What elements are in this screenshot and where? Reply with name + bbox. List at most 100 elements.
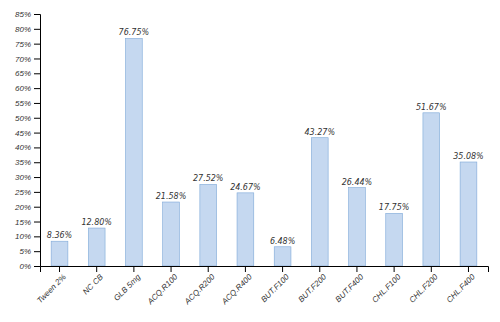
data-label: 76.75% [119,28,150,37]
y-tick-label: 60% [15,84,31,93]
y-tick-line [34,266,40,267]
y-tick-line [34,207,40,208]
chart: 8.36% 12.80% 76.75% 21.58% 27.52% 24.67% 6.48%… [0,0,500,322]
y-tick-line [34,58,40,59]
data-label: 6.48% [270,237,295,246]
y-tick-label: 70% [15,55,31,64]
y-tick: 40% [15,143,40,152]
y-tick: 65% [15,69,40,78]
x-axis: Tween 2% NC CB GLB 5mgACQ.R100ACQ.R200ACQ.… [35,266,488,307]
x-tick-line [208,266,209,272]
y-axis: 0%5%10%15%20%25%30%35%40%45%50%55%60%65%… [14,10,41,271]
y-tick: 60% [15,84,40,93]
x-tick-line [282,266,283,272]
y-tick-label: 80% [15,25,31,34]
y-tick-label: 20% [14,203,31,212]
y-tick-line [34,29,40,30]
y-tick-label: 25% [14,188,31,197]
y-tick: 50% [15,114,40,123]
x-axis-line [41,267,489,273]
x-tick-label: NC CB [81,272,105,296]
y-tick: 30% [15,173,40,182]
data-label: 17.75% [379,203,410,212]
y-tick-line [34,133,40,134]
y-tick-label: 30% [15,173,31,182]
y-tick-label: 35% [15,158,31,167]
data-label: 35.08% [453,152,484,161]
data-label: 8.36% [47,231,72,240]
x-tick-label: ACQ.R200 [182,272,217,307]
y-tick: 55% [15,99,40,108]
bar [349,188,366,266]
x-tick-label: BUT.F400 [334,272,366,304]
bar [126,38,143,266]
y-tick-line [34,162,40,163]
bar [460,162,477,266]
y-tick-line [34,192,40,193]
bar [237,193,254,266]
data-label: 12.80% [81,218,112,227]
y-tick: 35% [15,158,40,167]
y-tick: 20% [14,203,40,212]
y-tick-label: 85% [15,10,31,19]
data-label: 21.58% [156,192,187,201]
x-tick: ACQ.R200 [182,266,217,307]
x-tick: Tween 2% [35,266,68,305]
x-tick-line [431,266,432,272]
y-tick-label: 75% [15,40,31,49]
data-label: 51.67% [416,103,447,112]
data-label: 26.44% [342,178,373,187]
y-tick-line [34,73,40,74]
y-tick-line [34,147,40,148]
y-tick-label: 40% [15,143,31,152]
data-label: 24.67% [230,183,261,192]
x-tick: ACQ.R400 [219,266,254,307]
y-tick: 15% [15,218,40,227]
y-tick-line [34,222,40,223]
data-labels: 8.36% 12.80% 76.75% 21.58% 27.52% 24.67% 6.48%… [47,28,484,245]
bar [311,138,328,266]
y-tick-label: 15% [15,218,31,227]
y-tick-line [34,236,40,237]
data-label: 43.27% [305,128,336,137]
y-tick-label: 5% [19,247,31,256]
x-tick-line [96,266,97,272]
x-tick-label: CHL.F400 [445,272,478,305]
x-tick-line [394,266,395,272]
bar [163,202,180,266]
x-tick: CHL.F200 [407,266,440,305]
y-tick: 70% [15,55,40,64]
x-tick: ACQ.R100 [145,266,180,307]
bar [386,213,403,266]
y-tick-line [34,14,40,15]
x-tick-label: ACQ.R400 [219,272,254,307]
x-tick-label: GLB 5mg [112,272,143,303]
y-tick-label: 10% [15,232,31,241]
x-tick-label: BUT.F100 [259,272,291,304]
y-tick-line [34,44,40,45]
y-tick-label: 50% [15,114,31,123]
x-tick: BUT.F400 [334,266,366,304]
y-tick-line [34,118,40,119]
y-tick: 5% [19,247,40,256]
y-tick-line [34,103,40,104]
bar [200,184,217,266]
y-tick-line [34,177,40,178]
y-tick: 45% [15,129,40,138]
y-tick: 25% [14,188,40,197]
y-tick: 85% [15,10,40,19]
bar [51,241,68,266]
y-tick-line [34,88,40,89]
x-tick-label: CHL.F200 [407,272,440,305]
x-tick-label: Tween 2% [35,273,68,306]
y-tick-label: 65% [15,69,31,78]
x-tick: CHL.F400 [445,266,478,305]
x-tick-label: ACQ.R100 [145,272,180,307]
x-tick-line [171,266,172,272]
y-tick: 80% [15,25,40,34]
x-tick-line [468,266,469,272]
x-tick-line [59,266,60,272]
data-label: 27.52% [193,174,224,183]
y-tick-label: 45% [15,129,31,138]
bar [423,113,440,266]
